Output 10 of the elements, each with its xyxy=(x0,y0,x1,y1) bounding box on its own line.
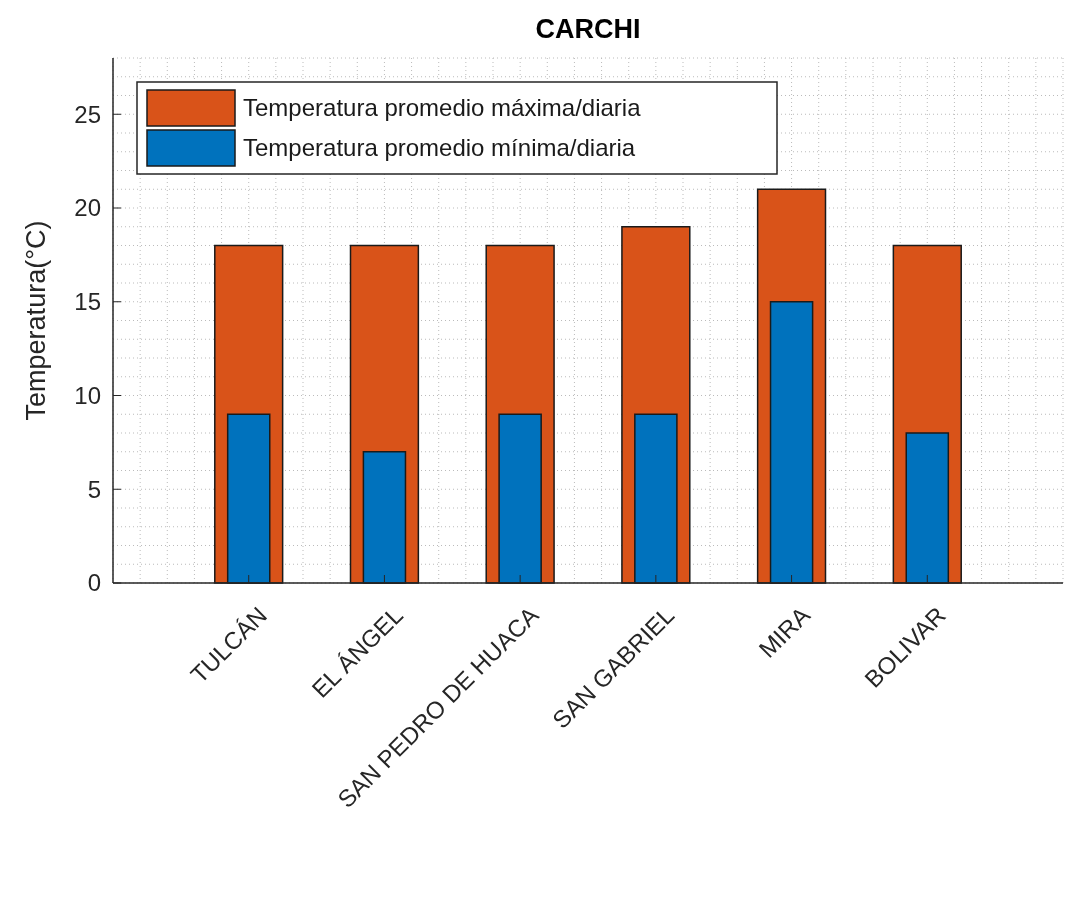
chart-title: CARCHI xyxy=(535,14,641,44)
y-axis-title: Temperatura(°C) xyxy=(21,220,51,421)
legend-label: Temperatura promedio máxima/diaria xyxy=(243,94,642,122)
y-tick-label: 15 xyxy=(74,288,101,316)
y-tick-label: 25 xyxy=(74,100,101,128)
y-tick-label: 5 xyxy=(87,475,101,503)
y-tick-label: 10 xyxy=(74,381,101,409)
y-tick-label: 20 xyxy=(74,194,101,222)
y-tick-label: 0 xyxy=(87,569,101,597)
legend-label: Temperatura promedio mínima/diaria xyxy=(243,134,636,162)
